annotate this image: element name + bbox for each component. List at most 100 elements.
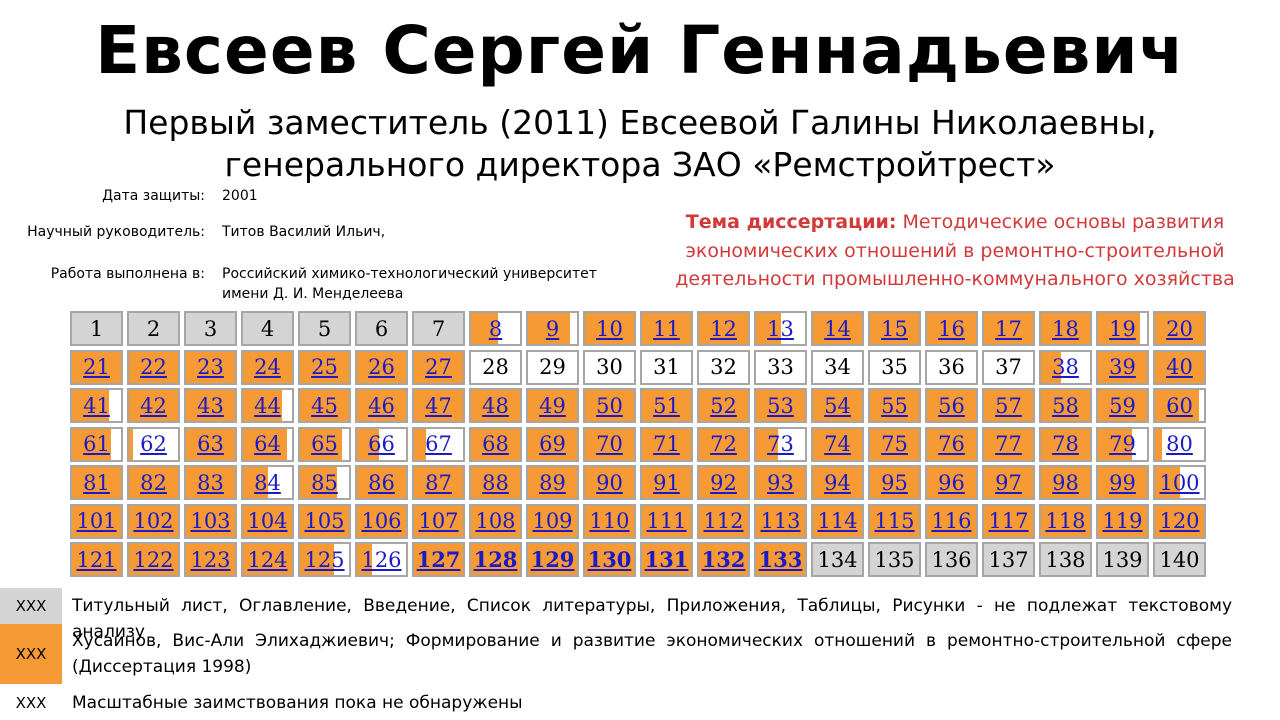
page-number[interactable]: 110 <box>589 509 630 533</box>
page-number[interactable]: 17 <box>995 316 1022 341</box>
page-number[interactable]: 94 <box>824 470 851 495</box>
page-number[interactable]: 98 <box>1052 470 1079 495</box>
page-number[interactable]: 78 <box>1052 432 1079 456</box>
page-cell-86[interactable]: 86 <box>355 465 408 500</box>
page-cell-61[interactable]: 61 <box>70 426 123 462</box>
page-number[interactable]: 79 <box>1109 432 1136 456</box>
page-cell-74[interactable]: 74 <box>811 426 864 462</box>
page-cell-67[interactable]: 67 <box>412 426 465 462</box>
page-cell-108[interactable]: 108 <box>469 503 522 539</box>
page-cell-21[interactable]: 21 <box>70 349 123 385</box>
page-cell-38[interactable]: 38 <box>1039 349 1092 385</box>
page-number[interactable]: 41 <box>83 393 110 418</box>
page-number[interactable]: 92 <box>710 470 737 495</box>
page-cell-80[interactable]: 80 <box>1153 426 1206 462</box>
page-cell-55[interactable]: 55 <box>868 388 921 423</box>
page-number[interactable]: 82 <box>140 470 167 495</box>
page-cell-91[interactable]: 91 <box>640 465 693 500</box>
page-number[interactable]: 44 <box>254 393 281 418</box>
page-cell-41[interactable]: 41 <box>70 388 123 423</box>
page-number[interactable]: 84 <box>254 470 281 495</box>
page-cell-22[interactable]: 22 <box>127 349 180 385</box>
page-cell-100[interactable]: 100 <box>1153 465 1206 500</box>
page-number[interactable]: 49 <box>539 393 566 418</box>
page-cell-57[interactable]: 57 <box>982 388 1035 423</box>
page-number[interactable]: 9 <box>545 316 560 341</box>
page-cell-127[interactable]: 127 <box>412 542 465 577</box>
page-cell-71[interactable]: 71 <box>640 426 693 462</box>
page-cell-66[interactable]: 66 <box>355 426 408 462</box>
page-cell-97[interactable]: 97 <box>982 465 1035 500</box>
page-number[interactable]: 43 <box>197 393 224 418</box>
page-number[interactable]: 83 <box>197 470 224 495</box>
page-number[interactable]: 67 <box>425 432 452 456</box>
page-cell-125[interactable]: 125 <box>298 542 351 577</box>
page-cell-77[interactable]: 77 <box>982 426 1035 462</box>
page-cell-65[interactable]: 65 <box>298 426 351 462</box>
page-number[interactable]: 66 <box>368 432 395 456</box>
page-cell-114[interactable]: 114 <box>811 503 864 539</box>
page-cell-90[interactable]: 90 <box>583 465 636 500</box>
page-cell-129[interactable]: 129 <box>526 542 579 577</box>
page-number[interactable]: 116 <box>931 509 972 533</box>
page-cell-60[interactable]: 60 <box>1153 388 1206 423</box>
page-cell-92[interactable]: 92 <box>697 465 750 500</box>
page-cell-130[interactable]: 130 <box>583 542 636 577</box>
page-cell-16[interactable]: 16 <box>925 311 978 346</box>
page-number[interactable]: 117 <box>988 509 1029 533</box>
page-cell-120[interactable]: 120 <box>1153 503 1206 539</box>
page-number[interactable]: 51 <box>653 393 680 418</box>
page-number[interactable]: 111 <box>646 509 687 533</box>
page-number[interactable]: 45 <box>311 393 338 418</box>
page-number[interactable]: 70 <box>596 432 623 456</box>
page-number[interactable]: 119 <box>1102 509 1143 533</box>
page-cell-105[interactable]: 105 <box>298 503 351 539</box>
page-number[interactable]: 86 <box>368 470 395 495</box>
page-number[interactable]: 90 <box>596 470 623 495</box>
page-number[interactable]: 27 <box>425 355 452 379</box>
page-number[interactable]: 120 <box>1159 509 1200 533</box>
page-cell-107[interactable]: 107 <box>412 503 465 539</box>
page-cell-102[interactable]: 102 <box>127 503 180 539</box>
page-number[interactable]: 55 <box>881 393 908 418</box>
page-cell-56[interactable]: 56 <box>925 388 978 423</box>
page-cell-110[interactable]: 110 <box>583 503 636 539</box>
page-number[interactable]: 24 <box>254 355 281 379</box>
page-number[interactable]: 12 <box>710 316 737 341</box>
page-number[interactable]: 61 <box>83 432 110 456</box>
page-number[interactable]: 20 <box>1166 316 1193 341</box>
page-number[interactable]: 132 <box>701 547 746 572</box>
page-number[interactable]: 88 <box>482 470 509 495</box>
page-cell-119[interactable]: 119 <box>1096 503 1149 539</box>
page-cell-40[interactable]: 40 <box>1153 349 1206 385</box>
page-cell-52[interactable]: 52 <box>697 388 750 423</box>
page-number[interactable]: 65 <box>311 432 338 456</box>
page-number[interactable]: 53 <box>767 393 794 418</box>
page-number[interactable]: 118 <box>1045 509 1086 533</box>
page-number[interactable]: 96 <box>938 470 965 495</box>
page-cell-49[interactable]: 49 <box>526 388 579 423</box>
page-cell-69[interactable]: 69 <box>526 426 579 462</box>
page-number[interactable]: 60 <box>1166 393 1193 418</box>
page-cell-84[interactable]: 84 <box>241 465 294 500</box>
page-cell-81[interactable]: 81 <box>70 465 123 500</box>
page-cell-128[interactable]: 128 <box>469 542 522 577</box>
page-cell-9[interactable]: 9 <box>526 311 579 346</box>
page-cell-17[interactable]: 17 <box>982 311 1035 346</box>
page-cell-122[interactable]: 122 <box>127 542 180 577</box>
page-number[interactable]: 76 <box>938 432 965 456</box>
page-cell-14[interactable]: 14 <box>811 311 864 346</box>
page-cell-25[interactable]: 25 <box>298 349 351 385</box>
page-cell-26[interactable]: 26 <box>355 349 408 385</box>
page-cell-113[interactable]: 113 <box>754 503 807 539</box>
page-cell-89[interactable]: 89 <box>526 465 579 500</box>
page-cell-47[interactable]: 47 <box>412 388 465 423</box>
page-number[interactable]: 115 <box>874 509 915 533</box>
page-number[interactable]: 97 <box>995 470 1022 495</box>
page-number[interactable]: 104 <box>247 509 288 533</box>
page-number[interactable]: 73 <box>767 432 794 456</box>
page-cell-88[interactable]: 88 <box>469 465 522 500</box>
page-cell-132[interactable]: 132 <box>697 542 750 577</box>
page-cell-12[interactable]: 12 <box>697 311 750 346</box>
page-number[interactable]: 72 <box>710 432 737 456</box>
